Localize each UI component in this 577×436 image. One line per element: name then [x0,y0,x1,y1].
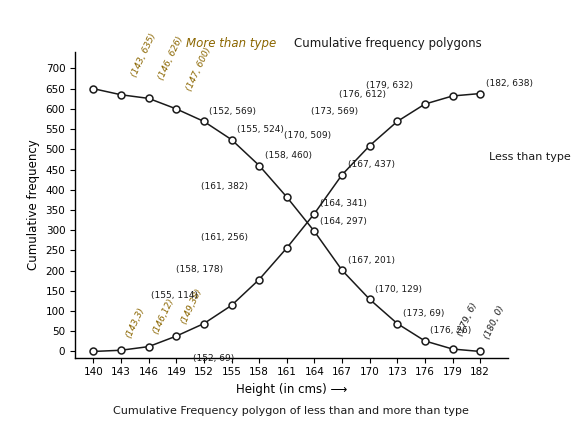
Text: (170, 129): (170, 129) [375,285,422,294]
Text: (179, 632): (179, 632) [366,82,413,90]
Text: (152, 69): (152, 69) [193,354,234,363]
Text: Cumulative frequency polygons: Cumulative frequency polygons [294,37,482,50]
Text: (161, 382): (161, 382) [201,183,248,191]
Y-axis label: Cumulative frequency: Cumulative frequency [27,140,40,270]
Text: (179, 6): (179, 6) [455,302,478,338]
Text: More than type: More than type [186,37,276,50]
Text: (149,38): (149,38) [179,286,204,325]
Text: (146,12): (146,12) [151,296,176,335]
Text: (161, 256): (161, 256) [201,233,248,242]
Text: (158, 460): (158, 460) [265,151,312,160]
Text: (167, 201): (167, 201) [347,255,395,265]
X-axis label: Height (in cms) ⟶: Height (in cms) ⟶ [235,383,347,396]
Text: (158, 178): (158, 178) [176,265,223,274]
Text: (143,3): (143,3) [124,306,146,339]
Text: Less than type: Less than type [489,153,571,163]
Text: (176, 26): (176, 26) [430,327,472,335]
Text: (147, 600): (147, 600) [185,46,213,92]
Text: (180, 0): (180, 0) [483,304,506,341]
Text: (182, 638): (182, 638) [486,79,533,88]
Text: (167, 437): (167, 437) [347,160,395,169]
Text: (164, 341): (164, 341) [320,199,367,208]
Text: (155, 524): (155, 524) [237,125,284,134]
Text: (155, 114): (155, 114) [151,291,198,300]
Text: (152, 569): (152, 569) [209,107,256,116]
Text: (170, 509): (170, 509) [283,131,331,140]
Text: (173, 69): (173, 69) [403,309,444,318]
Text: (176, 612): (176, 612) [339,89,386,99]
Text: (164, 297): (164, 297) [320,217,367,226]
Text: (173, 569): (173, 569) [311,107,358,116]
Text: Cumulative Frequency polygon of less than and more than type: Cumulative Frequency polygon of less tha… [114,406,469,416]
Text: (143, 635): (143, 635) [129,31,158,78]
Text: (146, 626): (146, 626) [157,35,185,82]
